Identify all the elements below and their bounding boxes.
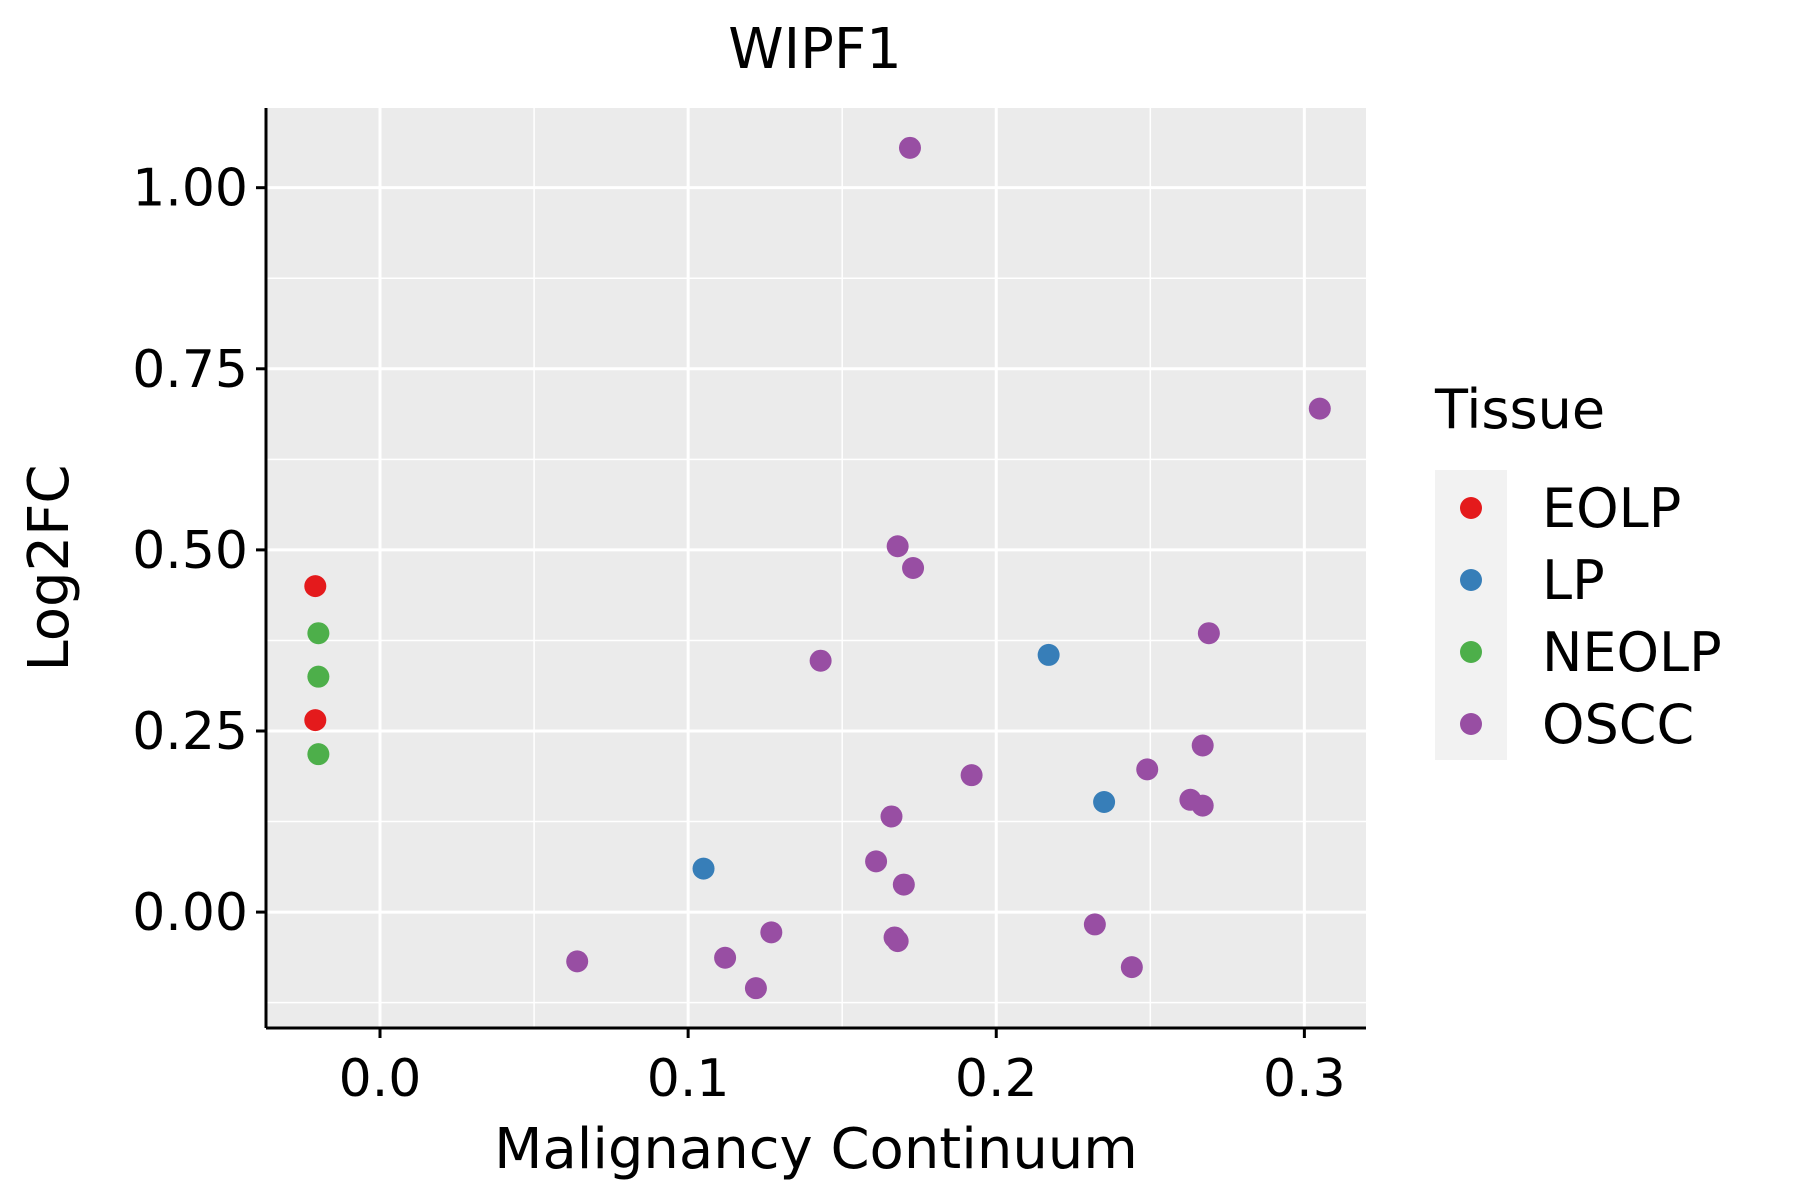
point-oscc — [566, 950, 589, 973]
point-oscc — [1191, 734, 1214, 757]
point-oscc — [1083, 913, 1106, 936]
point-oscc — [960, 764, 983, 787]
legend-label-eolp: EOLP — [1542, 477, 1681, 540]
point-eolp — [304, 575, 327, 598]
point-oscc — [898, 136, 921, 159]
point-oscc — [880, 805, 903, 828]
point-oscc — [760, 921, 783, 944]
y-tick-label: 0.00 — [132, 883, 248, 943]
data-points — [304, 136, 1331, 1000]
x-tick-label: 0.2 — [955, 1049, 1038, 1109]
grid-minor — [266, 108, 1366, 1028]
legend-label-neolp: NEOLP — [1542, 621, 1722, 684]
point-neolp — [307, 622, 330, 645]
point-neolp — [307, 665, 330, 688]
point-oscc — [809, 649, 832, 672]
point-oscc — [886, 930, 909, 953]
x-tick-label: 0.3 — [1263, 1049, 1346, 1109]
chart-title: WIPF1 — [728, 17, 902, 82]
legend-key-oscc — [1460, 713, 1482, 735]
legend-title: Tissue — [1434, 378, 1605, 441]
point-oscc — [902, 557, 925, 579]
point-neolp — [307, 743, 330, 766]
y-tick-label: 1.00 — [132, 159, 248, 219]
point-oscc — [714, 946, 737, 969]
point-oscc — [1197, 622, 1220, 645]
y-tick-label: 0.25 — [132, 702, 248, 762]
legend-key-neolp — [1460, 641, 1482, 663]
legend-label-oscc: OSCC — [1542, 693, 1694, 756]
point-oscc — [1120, 956, 1143, 979]
y-tick-label: 0.75 — [132, 340, 248, 400]
point-oscc — [1136, 758, 1159, 781]
point-oscc — [744, 977, 767, 1000]
point-oscc — [1308, 397, 1331, 420]
x-tick-label: 0.0 — [339, 1049, 422, 1109]
point-eolp — [304, 709, 327, 732]
grid-major — [266, 108, 1366, 1028]
plot-panel — [266, 108, 1366, 1028]
point-lp — [692, 857, 715, 880]
point-oscc — [886, 535, 909, 558]
y-axis-ticks: 0.00 0.25 0.50 0.75 1.00 — [132, 159, 266, 943]
legend-key-eolp — [1460, 497, 1482, 519]
y-axis-title: Log2FC — [17, 465, 82, 672]
legend-key-lp — [1460, 569, 1482, 591]
point-lp — [1093, 790, 1116, 813]
legend-items: EOLP LP NEOLP OSCC — [1460, 477, 1722, 756]
x-axis-ticks: 0.0 0.1 0.2 0.3 — [339, 1028, 1346, 1109]
y-tick-label: 0.50 — [132, 521, 248, 581]
x-tick-label: 0.1 — [647, 1049, 730, 1109]
point-oscc — [1191, 794, 1214, 817]
point-oscc — [865, 850, 888, 873]
point-lp — [1037, 643, 1060, 666]
legend: Tissue EOLP LP NEOLP OSCC — [1434, 378, 1722, 760]
point-oscc — [892, 873, 915, 896]
legend-label-lp: LP — [1542, 549, 1605, 612]
x-axis-title: Malignancy Continuum — [494, 1117, 1138, 1182]
